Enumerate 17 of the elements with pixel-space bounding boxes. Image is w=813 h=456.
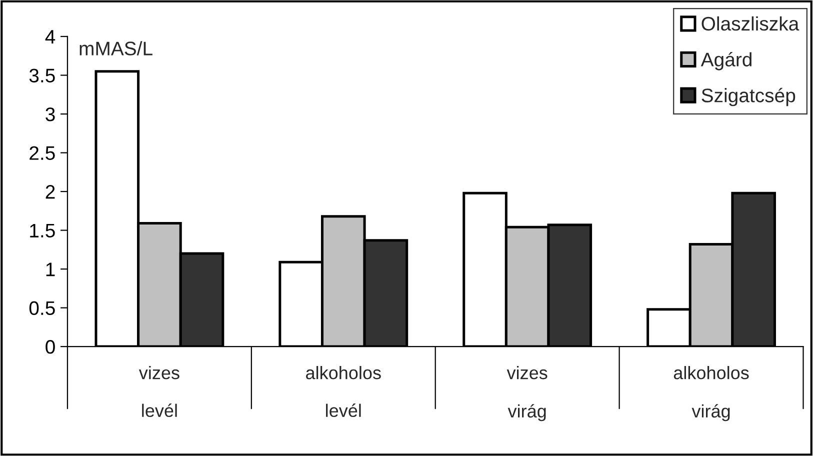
- category-label: alkoholos levél: [306, 366, 381, 418]
- legend-label: Agárd: [700, 52, 752, 70]
- y-tick-label: 1.5: [30, 224, 55, 238]
- y-tick-label: 3.5: [29, 68, 55, 82]
- y-tick-label: 1: [46, 262, 55, 276]
- category-label: vizes levél: [138, 366, 180, 418]
- category-label: alkoholos virág: [674, 366, 749, 422]
- legend-label: Olaszliszka: [702, 16, 800, 31]
- y-tick-label: 3: [46, 107, 55, 122]
- y-tick-label: 2.5: [30, 146, 55, 160]
- y-axis-title: mMAS/L: [80, 41, 152, 56]
- y-tick-label: 0: [46, 340, 55, 354]
- y-tick-label: 2: [46, 184, 55, 199]
- y-tick-label: 4: [45, 30, 56, 44]
- category-label: vizes virág: [506, 366, 548, 422]
- y-tick-label: 0.5: [29, 301, 55, 316]
- legend-label: Szigatcsép: [702, 88, 796, 106]
